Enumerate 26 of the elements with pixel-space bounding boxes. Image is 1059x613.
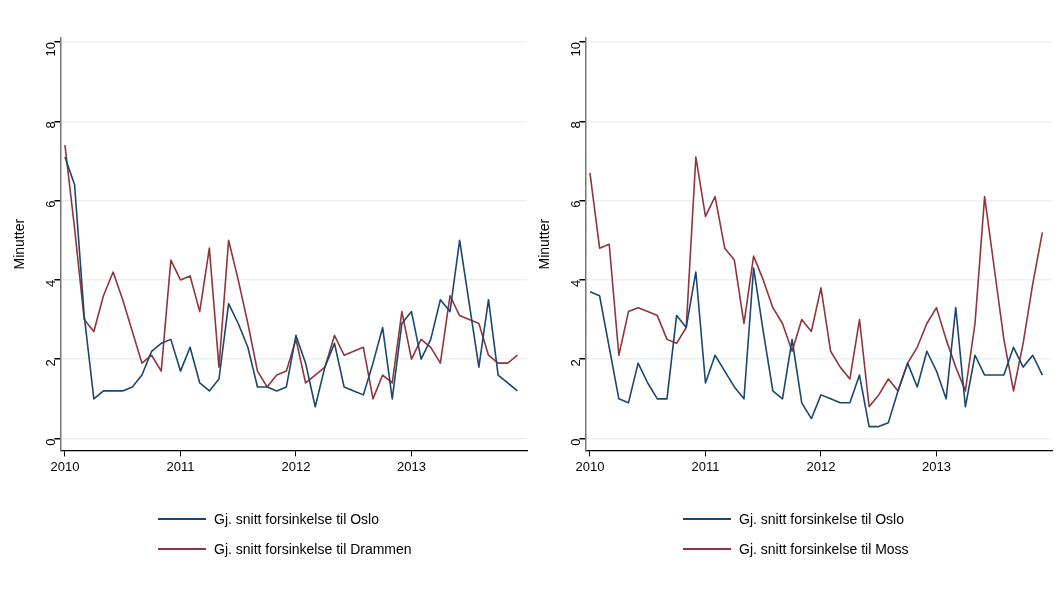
y-tick-label: 8 [567,121,583,129]
y-tick-label: 10 [42,41,58,57]
legend-label: Gj. snitt forsinkelse til Drammen [214,541,412,557]
y-tick-label: 6 [567,200,583,208]
x-tick-label: 2011 [166,458,195,474]
y-tick-label: 4 [567,279,583,288]
legend-label: Gj. snitt forsinkelse til Moss [739,541,909,557]
y-axis-title: Minutter [536,218,553,270]
y-tick-label: 0 [42,438,58,446]
y-tick-label: 2 [567,359,583,367]
y-tick-label: 2 [42,359,58,367]
y-tick-label: 10 [567,41,583,57]
legend-label: Gj. snitt forsinkelse til Oslo [739,511,904,527]
x-tick-label: 2013 [922,458,951,474]
x-tick-label: 2012 [806,458,836,474]
x-tick-label: 2010 [50,458,80,474]
x-tick-label: 2010 [575,458,605,474]
legend-label: Gj. snitt forsinkelse til Oslo [214,511,379,527]
y-axis-title: Minutter [11,218,28,270]
x-tick-label: 2013 [397,458,426,474]
x-tick-label: 2012 [281,458,311,474]
y-tick-label: 6 [42,200,58,208]
x-tick-label: 2011 [691,458,720,474]
y-tick-label: 8 [42,121,58,129]
y-tick-label: 0 [567,438,583,446]
y-tick-label: 4 [42,279,58,288]
